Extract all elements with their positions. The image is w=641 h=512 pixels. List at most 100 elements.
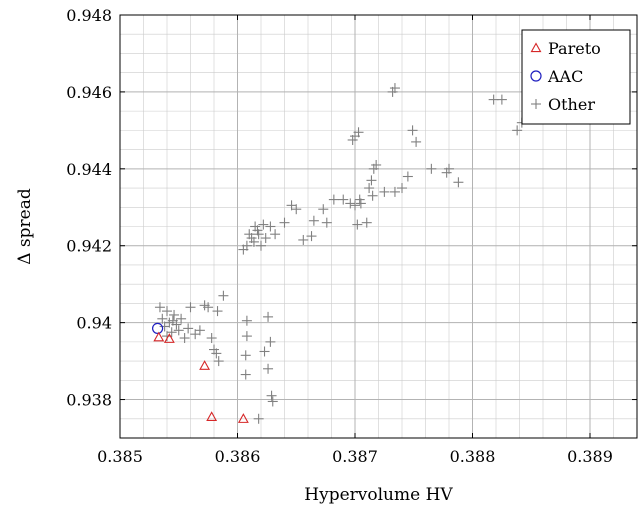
point-other — [157, 313, 168, 324]
point-other — [361, 217, 372, 228]
point-other — [321, 217, 332, 228]
point-other — [256, 240, 266, 251]
point-other — [240, 369, 251, 380]
series-pareto — [153, 331, 249, 423]
point-other — [169, 309, 180, 320]
point-other — [263, 311, 274, 322]
point-pareto — [199, 360, 211, 370]
y-axis-label: Δ spread — [15, 188, 35, 265]
point-other — [389, 83, 400, 94]
point-other — [345, 198, 356, 209]
point-other — [173, 325, 184, 336]
point-other — [306, 231, 317, 242]
point-other — [512, 125, 523, 136]
y-tick-label: 0.946 — [66, 83, 112, 102]
point-other — [308, 215, 319, 226]
x-tick-label: 0.389 — [567, 447, 613, 466]
point-other — [389, 186, 400, 197]
point-other — [444, 163, 454, 174]
point-other — [203, 302, 214, 313]
point-other — [364, 183, 375, 194]
legend-label-pareto: Pareto — [548, 39, 601, 58]
point-other — [453, 177, 464, 188]
point-other — [241, 315, 252, 326]
point-other — [270, 229, 281, 240]
point-other — [407, 125, 418, 136]
point-other — [253, 413, 264, 424]
point-other — [241, 331, 252, 342]
point-other — [379, 186, 390, 197]
legend-box — [521, 29, 631, 125]
point-other — [258, 219, 269, 230]
legend-label-aac: AAC — [547, 67, 583, 86]
y-tick-label: 0.944 — [66, 160, 112, 179]
point-other — [426, 163, 437, 174]
point-other — [240, 350, 251, 361]
point-other — [371, 159, 382, 170]
point-other — [318, 204, 329, 215]
point-other — [338, 194, 349, 205]
point-other — [298, 234, 309, 245]
point-other — [328, 194, 339, 205]
point-other — [397, 183, 407, 194]
point-other — [194, 325, 205, 336]
point-other — [206, 333, 217, 344]
point-pareto — [153, 331, 165, 342]
series-aac — [152, 322, 164, 335]
point-pareto — [206, 411, 218, 422]
point-other — [263, 363, 274, 374]
point-other — [162, 306, 172, 317]
legend-marker-other — [531, 99, 541, 109]
point-other — [185, 302, 196, 313]
point-other — [154, 302, 165, 313]
point-other — [350, 200, 360, 211]
point-other — [183, 323, 194, 334]
y-tick-label: 0.938 — [66, 391, 112, 410]
y-tick-label: 0.942 — [66, 237, 112, 256]
y-tick-label: 0.94 — [76, 314, 112, 333]
point-other — [267, 396, 278, 407]
point-other — [211, 348, 222, 359]
point-other — [496, 94, 507, 105]
point-other — [354, 194, 365, 205]
point-other — [218, 290, 229, 301]
point-other — [353, 127, 364, 138]
point-other — [266, 390, 277, 401]
legend-label-other: Other — [548, 95, 595, 114]
y-tick-label: 0.948 — [66, 6, 112, 25]
x-tick-label: 0.387 — [332, 447, 378, 466]
point-other — [212, 306, 223, 317]
point-other — [253, 229, 264, 240]
x-tick-label: 0.385 — [97, 447, 143, 466]
legend-marker-aac — [530, 70, 542, 82]
axis-ticks: 0.385 0.386 0.387 0.388 0.389 0.938 0.94 0.942 0… — [66, 6, 637, 466]
point-other — [279, 217, 290, 228]
x-tick-label: 0.386 — [215, 447, 261, 466]
x-axis-label: Hypervolume HV — [304, 485, 453, 505]
point-other — [241, 240, 252, 251]
plot-frame — [119, 14, 638, 439]
point-other — [260, 233, 271, 244]
point-other — [265, 336, 276, 347]
point-pareto — [163, 333, 175, 343]
data-points — [152, 83, 527, 424]
point-aac — [152, 322, 164, 335]
point-other — [265, 221, 276, 232]
series-other — [154, 83, 527, 424]
point-other — [366, 175, 377, 186]
point-other — [291, 204, 302, 215]
point-other — [176, 313, 187, 324]
point-other — [259, 346, 270, 357]
point-other — [402, 171, 413, 182]
point-other — [179, 333, 190, 344]
point-other — [411, 136, 422, 147]
x-tick-label: 0.388 — [450, 447, 496, 466]
legend: Pareto AAC Other — [521, 29, 631, 125]
legend-marker-pareto — [530, 42, 542, 53]
point-other — [248, 236, 259, 247]
point-pareto — [237, 413, 249, 423]
point-other — [352, 219, 363, 230]
point-other — [367, 190, 378, 201]
point-other — [167, 315, 178, 326]
